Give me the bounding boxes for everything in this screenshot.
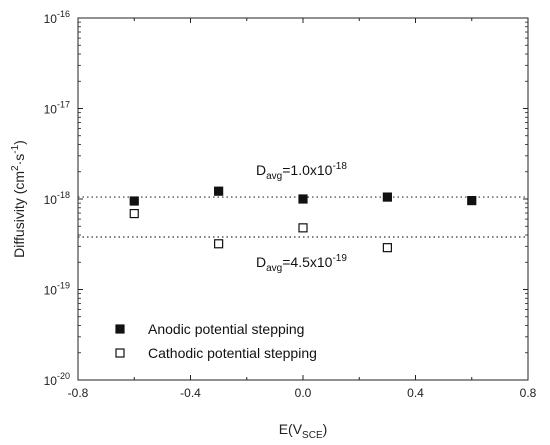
data-points bbox=[129, 186, 477, 253]
anodic-point bbox=[467, 196, 477, 206]
cathodic-point bbox=[382, 243, 392, 253]
cathodic-point bbox=[298, 223, 308, 233]
x-axis-ticks: -0.8 -0.4 0.0 0.4 0.8 bbox=[68, 18, 537, 400]
legend-label: Anodic potential stepping bbox=[148, 321, 304, 337]
davg-annotation: Davg=1.0x10-18 bbox=[256, 161, 347, 182]
anodic-point bbox=[129, 196, 139, 206]
legend-marker-anodic bbox=[115, 324, 125, 334]
cathodic-point bbox=[214, 239, 224, 249]
y-tick-label: 10-18 bbox=[44, 190, 70, 207]
y-tick-label: 10-16 bbox=[44, 9, 70, 26]
cathodic-point bbox=[129, 208, 139, 219]
y-tick-label: 10-17 bbox=[44, 100, 70, 117]
x-axis-title: E(VSCE) bbox=[279, 421, 328, 441]
anodic-point bbox=[298, 194, 308, 204]
y-tick-label: 10-20 bbox=[44, 371, 70, 388]
anodic-point bbox=[382, 192, 392, 202]
annotations: Davg=1.0x10-18 Davg=4.5x10-19 bbox=[256, 161, 347, 274]
x-tick-label: 0.4 bbox=[407, 386, 424, 400]
y-axis-ticks: 10-20 10-19 10-18 10-17 10-16 bbox=[44, 9, 528, 388]
legend: Anodic potential stepping Cathodic potent… bbox=[115, 321, 317, 361]
legend-marker-cathodic bbox=[115, 348, 125, 358]
y-axis-title: Diffusivity (cm2·s-1) bbox=[10, 140, 27, 258]
anodic-point bbox=[214, 186, 224, 196]
x-tick-label: -0.8 bbox=[68, 386, 89, 400]
x-tick-label: 0.0 bbox=[295, 386, 312, 400]
x-tick-label: -0.4 bbox=[180, 386, 201, 400]
davg-annotation: Davg=4.5x10-19 bbox=[256, 253, 347, 274]
legend-label: Cathodic potential stepping bbox=[148, 345, 317, 361]
y-tick-label: 10-19 bbox=[44, 281, 70, 298]
x-tick-label: 0.8 bbox=[520, 386, 537, 400]
